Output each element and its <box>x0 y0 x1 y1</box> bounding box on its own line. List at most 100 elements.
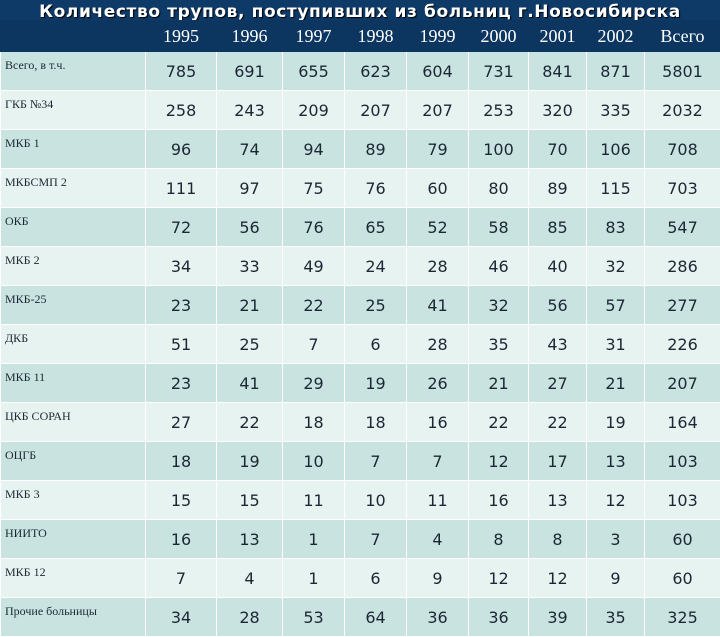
row-label: ОКБ <box>1 208 146 247</box>
row-label: МКБСМП 2 <box>1 169 146 208</box>
row-label: ОЦГБ <box>1 442 146 481</box>
value-cell: 41 <box>407 286 469 325</box>
value-cell: 7 <box>283 325 345 364</box>
value-cell: 19 <box>217 442 283 481</box>
value-cell: 74 <box>217 130 283 169</box>
value-cell: 28 <box>217 598 283 637</box>
value-cell: 17 <box>529 442 587 481</box>
value-cell: 34 <box>146 598 217 637</box>
value-cell: 89 <box>345 130 407 169</box>
value-cell: 207 <box>345 91 407 130</box>
value-cell: 16 <box>146 520 217 559</box>
value-cell: 94 <box>283 130 345 169</box>
value-cell: 76 <box>283 208 345 247</box>
value-cell: 18 <box>146 442 217 481</box>
column-header: 1997 <box>283 21 345 52</box>
value-cell: 11 <box>283 481 345 520</box>
value-cell: 23 <box>146 364 217 403</box>
value-cell: 33 <box>217 247 283 286</box>
value-cell: 13 <box>529 481 587 520</box>
total-cell: 60 <box>645 559 720 598</box>
value-cell: 731 <box>469 52 529 91</box>
value-cell: 209 <box>283 91 345 130</box>
value-cell: 253 <box>469 91 529 130</box>
value-cell: 23 <box>146 286 217 325</box>
value-cell: 9 <box>587 559 645 598</box>
value-cell: 89 <box>529 169 587 208</box>
value-cell: 21 <box>217 286 283 325</box>
value-cell: 80 <box>469 169 529 208</box>
value-cell: 6 <box>345 325 407 364</box>
column-header: Всего <box>645 21 720 52</box>
total-cell: 277 <box>645 286 720 325</box>
column-header: 1998 <box>345 21 407 52</box>
value-cell: 7 <box>345 520 407 559</box>
value-cell: 85 <box>529 208 587 247</box>
value-cell: 28 <box>407 325 469 364</box>
row-label: МКБ 2 <box>1 247 146 286</box>
value-cell: 12 <box>529 559 587 598</box>
row-label: МКБ-25 <box>1 286 146 325</box>
value-cell: 3 <box>587 520 645 559</box>
hospital-table: 1995 1996 1997 1998 1999 2000 2001 2002 … <box>0 20 720 637</box>
value-cell: 58 <box>469 208 529 247</box>
row-label: ЦКБ СОРАН <box>1 403 146 442</box>
value-cell: 52 <box>407 208 469 247</box>
value-cell: 57 <box>587 286 645 325</box>
value-cell: 12 <box>469 559 529 598</box>
value-cell: 49 <box>283 247 345 286</box>
value-cell: 13 <box>587 442 645 481</box>
value-cell: 22 <box>469 403 529 442</box>
value-cell: 40 <box>529 247 587 286</box>
value-cell: 51 <box>146 325 217 364</box>
total-cell: 708 <box>645 130 720 169</box>
column-header: 2000 <box>469 21 529 52</box>
value-cell: 76 <box>345 169 407 208</box>
slide: Количество трупов, поступивших из больни… <box>0 0 720 540</box>
value-cell: 623 <box>345 52 407 91</box>
value-cell: 29 <box>283 364 345 403</box>
value-cell: 785 <box>146 52 217 91</box>
total-cell: 2032 <box>645 91 720 130</box>
row-label: Всего, в т.ч. <box>1 52 146 91</box>
value-cell: 53 <box>283 598 345 637</box>
value-cell: 111 <box>146 169 217 208</box>
value-cell: 35 <box>469 325 529 364</box>
value-cell: 12 <box>587 481 645 520</box>
value-cell: 1 <box>283 520 345 559</box>
value-cell: 4 <box>217 559 283 598</box>
value-cell: 16 <box>407 403 469 442</box>
value-cell: 22 <box>529 403 587 442</box>
value-cell: 72 <box>146 208 217 247</box>
value-cell: 65 <box>345 208 407 247</box>
value-cell: 15 <box>146 481 217 520</box>
value-cell: 22 <box>217 403 283 442</box>
value-cell: 64 <box>345 598 407 637</box>
value-cell: 36 <box>407 598 469 637</box>
value-cell: 19 <box>587 403 645 442</box>
value-cell: 106 <box>587 130 645 169</box>
row-label: ГКБ №34 <box>1 91 146 130</box>
value-cell: 243 <box>217 91 283 130</box>
column-header: 1999 <box>407 21 469 52</box>
total-cell: 60 <box>645 520 720 559</box>
value-cell: 25 <box>345 286 407 325</box>
row-label: МКБ 3 <box>1 481 146 520</box>
total-cell: 5801 <box>645 52 720 91</box>
value-cell: 841 <box>529 52 587 91</box>
value-cell: 15 <box>217 481 283 520</box>
value-cell: 75 <box>283 169 345 208</box>
total-cell: 226 <box>645 325 720 364</box>
value-cell: 34 <box>146 247 217 286</box>
value-cell: 13 <box>217 520 283 559</box>
value-cell: 70 <box>529 130 587 169</box>
value-cell: 41 <box>217 364 283 403</box>
